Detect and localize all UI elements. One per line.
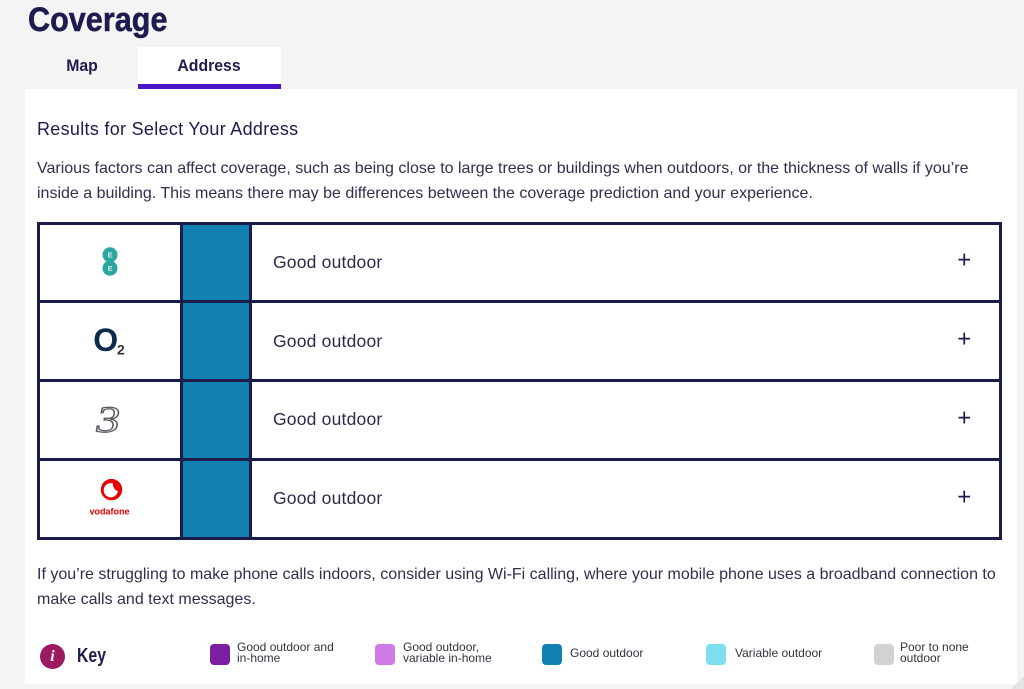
svg-text:E: E: [107, 264, 112, 273]
svg-text:E: E: [107, 251, 112, 260]
svg-text:vodafone: vodafone: [90, 506, 130, 516]
svg-text:3: 3: [95, 400, 120, 439]
svg-text:2: 2: [117, 342, 125, 358]
svg-text:O: O: [93, 322, 118, 358]
